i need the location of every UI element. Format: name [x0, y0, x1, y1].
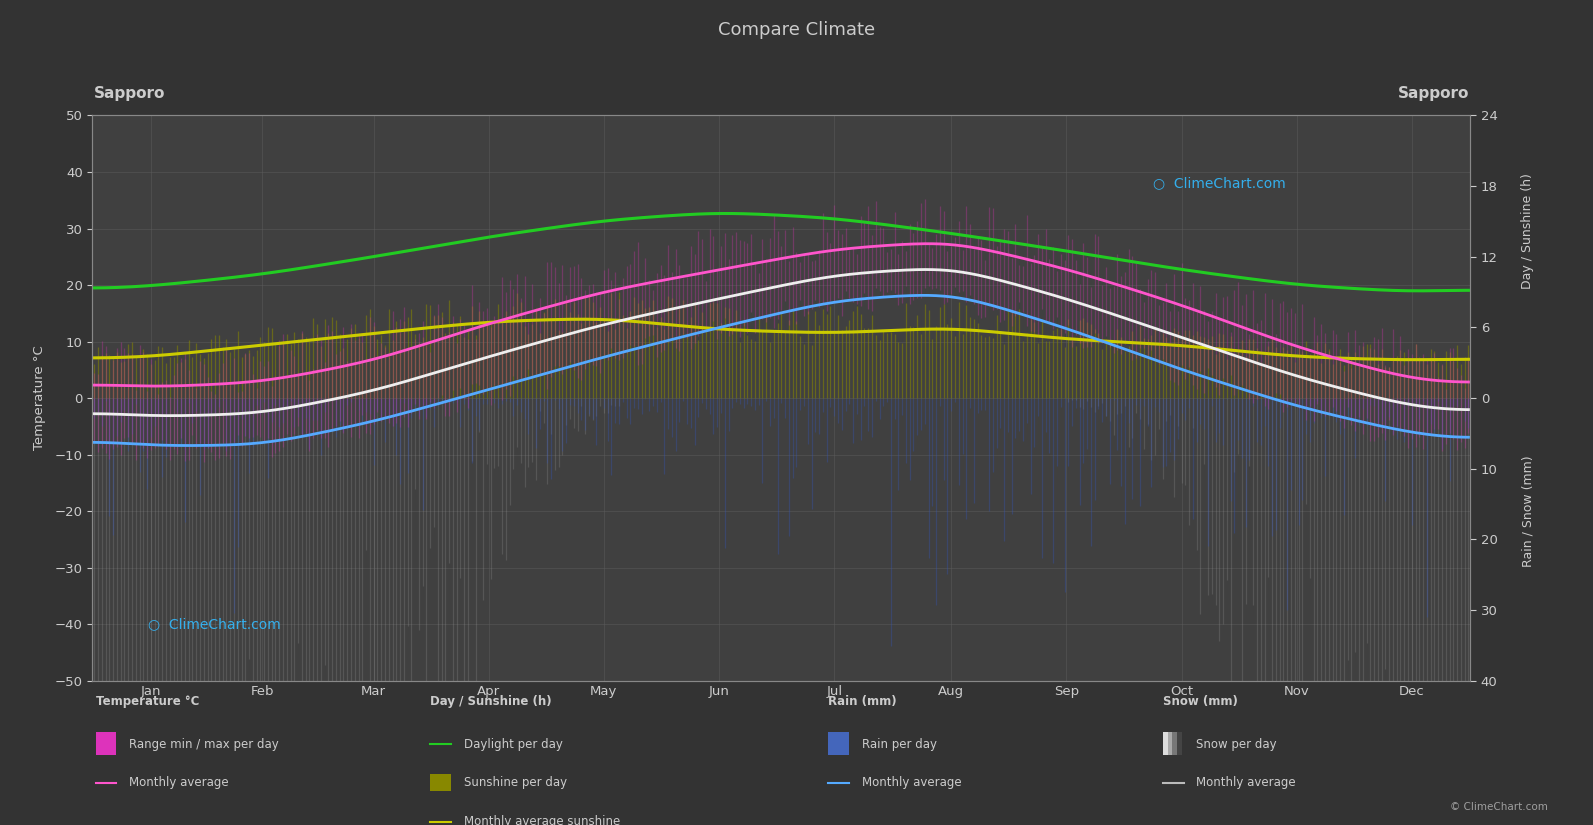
Text: Temperature °C: Temperature °C: [96, 695, 199, 709]
Text: Range min / max per day: Range min / max per day: [129, 738, 279, 751]
Text: Daylight per day: Daylight per day: [464, 738, 562, 751]
Text: Monthly average sunshine: Monthly average sunshine: [464, 815, 620, 825]
Text: Monthly average: Monthly average: [862, 776, 962, 790]
Text: Snow (mm): Snow (mm): [1163, 695, 1238, 709]
Text: ○  ClimeChart.com: ○ ClimeChart.com: [1153, 177, 1286, 191]
Text: Sapporo: Sapporo: [94, 87, 166, 101]
Text: Sunshine per day: Sunshine per day: [464, 776, 567, 790]
Text: Monthly average: Monthly average: [1196, 776, 1297, 790]
Text: Day / Sunshine (h): Day / Sunshine (h): [430, 695, 551, 709]
Text: Rain per day: Rain per day: [862, 738, 937, 751]
Text: © ClimeChart.com: © ClimeChart.com: [1450, 802, 1547, 812]
Text: Snow per day: Snow per day: [1196, 738, 1278, 751]
Text: Sapporo: Sapporo: [1397, 87, 1469, 101]
Text: Compare Climate: Compare Climate: [718, 21, 875, 39]
Text: Rain (mm): Rain (mm): [828, 695, 897, 709]
Text: ○  ClimeChart.com: ○ ClimeChart.com: [148, 617, 280, 631]
Text: Day / Sunshine (h): Day / Sunshine (h): [1521, 173, 1534, 289]
Y-axis label: Temperature °C: Temperature °C: [33, 346, 46, 450]
Text: Rain / Snow (mm): Rain / Snow (mm): [1521, 455, 1534, 568]
Text: Monthly average: Monthly average: [129, 776, 229, 790]
